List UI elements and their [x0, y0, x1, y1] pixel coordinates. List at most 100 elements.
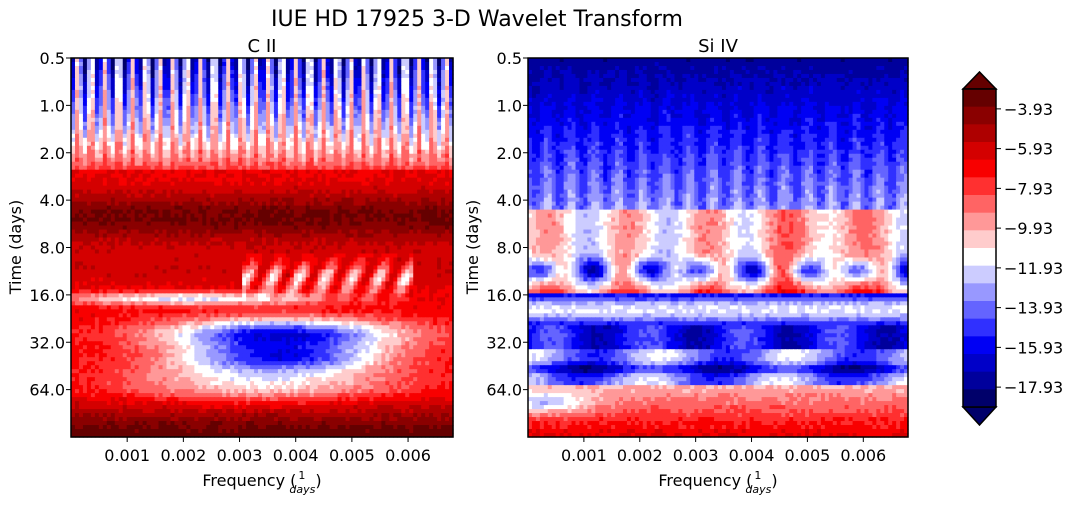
heatmap-cell	[297, 133, 303, 139]
heatmap-cell	[242, 249, 247, 255]
heatmap-cell	[301, 61, 307, 67]
heatmap-cell	[417, 197, 422, 203]
heatmap-cell	[90, 213, 96, 219]
heatmap-cell	[130, 129, 136, 135]
heatmap-cell	[321, 185, 327, 191]
heatmap-cell	[357, 165, 363, 171]
heatmap-cell	[425, 65, 430, 71]
heatmap-cell	[250, 129, 255, 135]
heatmap-cell	[146, 193, 152, 199]
heatmap-cell	[341, 169, 347, 175]
heatmap-cell	[345, 58, 351, 63]
heatmap-cell	[269, 137, 275, 143]
heatmap-cell	[242, 261, 247, 267]
heatmap-cell	[90, 149, 96, 155]
heatmap-cell	[309, 261, 315, 267]
heatmap-cell	[413, 125, 418, 131]
heatmap-cell	[166, 257, 172, 263]
heatmap-cell	[102, 165, 108, 171]
heatmap-cell	[381, 129, 386, 135]
heatmap-cell	[425, 229, 430, 235]
heatmap-cell	[365, 213, 371, 219]
heatmap-cell	[262, 153, 267, 159]
heatmap-cell	[445, 109, 450, 115]
heatmap-cell	[321, 141, 327, 147]
heatmap-cell	[254, 153, 259, 159]
heatmap-cell	[110, 157, 116, 163]
heatmap-cell	[154, 117, 160, 123]
heatmap-cell	[254, 245, 259, 251]
heatmap-cell	[353, 205, 359, 211]
heatmap-cell	[285, 153, 291, 159]
heatmap-cell	[301, 197, 307, 203]
heatmap-cell	[389, 145, 394, 151]
heatmap-cell	[98, 253, 104, 259]
heatmap-cell	[258, 217, 263, 223]
heatmap-cell	[437, 205, 442, 211]
heatmap-cell	[361, 133, 367, 139]
heatmap-cell	[134, 197, 140, 203]
heatmap-cell	[273, 197, 279, 203]
heatmap-cell	[250, 77, 255, 83]
heatmap-cell	[429, 201, 434, 207]
heatmap-cell	[333, 73, 339, 79]
heatmap-cell	[246, 193, 251, 199]
heatmap-cell	[401, 137, 406, 143]
heatmap-cell	[154, 213, 160, 219]
heatmap-cell	[369, 157, 375, 163]
heatmap-cell	[86, 261, 92, 267]
heatmap-cell	[71, 61, 76, 67]
heatmap-cell	[158, 105, 164, 111]
heatmap-cell	[182, 173, 187, 179]
heatmap-cell	[130, 89, 136, 95]
heatmap-cell	[285, 169, 291, 175]
heatmap-cell	[349, 193, 355, 199]
heatmap-cell	[397, 221, 402, 227]
heatmap-cell	[441, 121, 446, 127]
heatmap-cell	[218, 177, 223, 183]
heatmap-cell	[429, 109, 434, 115]
heatmap-cell	[349, 189, 355, 195]
heatmap-cell	[441, 189, 446, 195]
heatmap-cell	[226, 173, 231, 179]
heatmap-cell	[301, 113, 307, 119]
heatmap-cell	[190, 129, 195, 135]
heatmap-cell	[421, 133, 426, 139]
heatmap-cell	[154, 61, 160, 67]
heatmap-cell	[90, 177, 96, 183]
heatmap-cell	[238, 73, 243, 79]
heatmap-cell	[445, 89, 450, 95]
heatmap-cell	[238, 229, 243, 235]
heatmap-cell	[206, 141, 211, 147]
heatmap-cell	[337, 129, 343, 135]
heatmap-cell	[357, 249, 363, 255]
heatmap-cell	[174, 161, 180, 167]
heatmap-cell	[74, 181, 80, 187]
heatmap-cell	[166, 85, 172, 91]
heatmap-cell	[138, 181, 144, 187]
heatmap-cell	[389, 189, 394, 195]
heatmap-cell	[409, 109, 414, 115]
heatmap-cell	[226, 177, 231, 183]
heatmap-cell	[389, 133, 394, 139]
heatmap-cell	[154, 85, 160, 91]
heatmap-cell	[445, 157, 450, 163]
heatmap-cell	[202, 129, 207, 135]
heatmap-cell	[118, 161, 124, 167]
heatmap-cell	[174, 181, 180, 187]
heatmap-cell	[333, 141, 339, 147]
heatmap-cell	[441, 185, 446, 191]
heatmap-cell	[437, 61, 442, 67]
heatmap-cell	[162, 201, 168, 207]
heatmap-cell	[269, 81, 275, 87]
heatmap-cell	[361, 61, 367, 67]
heatmap-cell	[186, 257, 191, 263]
heatmap-cell	[90, 89, 96, 95]
heatmap-cell	[214, 145, 219, 151]
heatmap-cell	[301, 205, 307, 211]
heatmap-cell	[357, 253, 363, 259]
heatmap-cell	[146, 229, 152, 235]
heatmap-cell	[273, 149, 279, 155]
heatmap-cell	[246, 253, 251, 259]
heatmap-cell	[110, 105, 116, 111]
